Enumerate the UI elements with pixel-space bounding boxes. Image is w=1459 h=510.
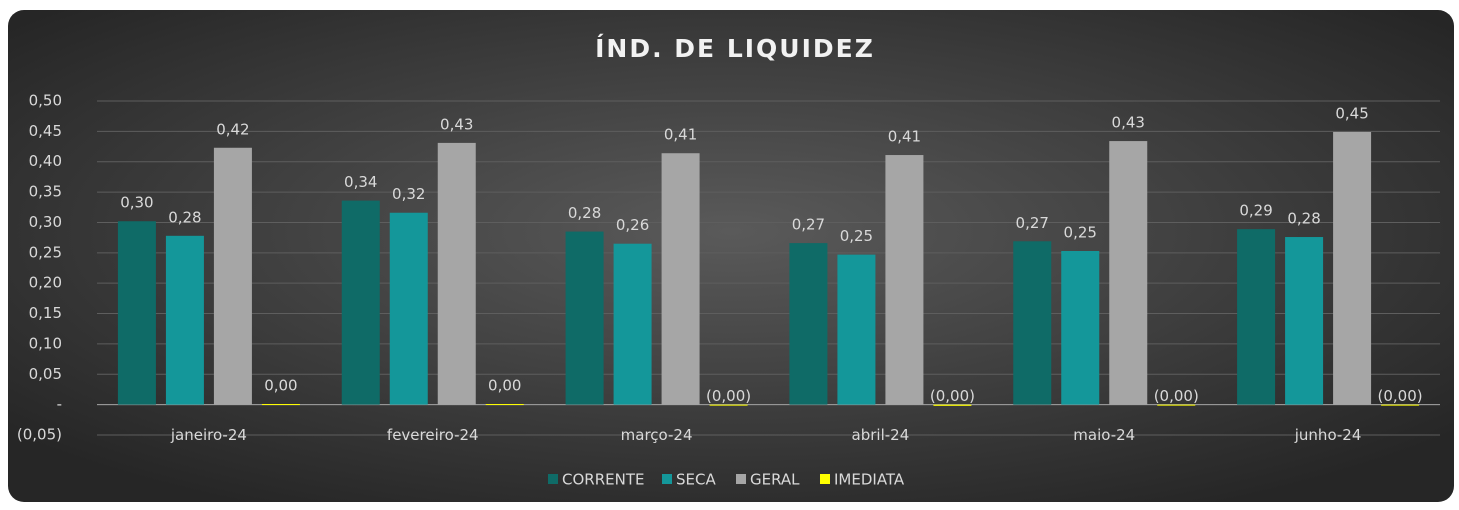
x-tick-label: março-24 xyxy=(621,426,693,444)
bar xyxy=(165,235,204,405)
y-tick-label: 0,20 xyxy=(29,274,62,292)
data-label: 0,00 xyxy=(488,377,521,395)
bar xyxy=(1013,241,1052,405)
y-tick-label: 0,05 xyxy=(29,365,62,383)
y-tick-label: 0,15 xyxy=(29,304,62,322)
data-label: 0,30 xyxy=(120,194,153,212)
bar xyxy=(837,254,876,405)
legend-label: IMEDIATA xyxy=(834,471,905,489)
bar xyxy=(1109,141,1148,405)
legend-swatch xyxy=(548,474,558,484)
data-label: 0,43 xyxy=(1112,114,1145,132)
data-label: 0,26 xyxy=(616,216,649,234)
data-label: 0,32 xyxy=(392,185,425,203)
data-label: 0,45 xyxy=(1335,104,1368,122)
y-tick-label: 0,10 xyxy=(29,334,62,352)
bar xyxy=(661,153,700,405)
bar xyxy=(213,147,252,405)
data-label: 0,25 xyxy=(840,227,873,245)
x-tick-label: maio-24 xyxy=(1073,426,1135,444)
bar xyxy=(933,404,972,406)
bar xyxy=(1237,229,1276,405)
bar xyxy=(885,155,924,405)
y-tick-label: 0,40 xyxy=(29,152,62,170)
legend-label: GERAL xyxy=(750,471,800,489)
x-tick-label: junho-24 xyxy=(1294,426,1362,444)
bar xyxy=(1157,404,1196,406)
x-tick-label: janeiro-24 xyxy=(170,426,247,444)
y-tick-label: 0,30 xyxy=(29,213,62,231)
legend-swatch xyxy=(736,474,746,484)
bar xyxy=(789,243,828,405)
data-label: 0,27 xyxy=(1016,214,1049,232)
data-label: 0,41 xyxy=(888,128,921,146)
bar xyxy=(709,404,748,406)
data-label: (0,00) xyxy=(1154,387,1199,405)
bar xyxy=(1061,250,1100,405)
y-tick-label: 0,25 xyxy=(29,243,62,261)
data-label: 0,28 xyxy=(168,208,201,226)
legend-label: CORRENTE xyxy=(562,471,644,489)
bar xyxy=(341,200,380,405)
bar xyxy=(1333,131,1372,405)
data-label: 0,43 xyxy=(440,115,473,133)
bar xyxy=(117,221,156,405)
legend-label: SECA xyxy=(676,471,716,489)
bar xyxy=(1285,237,1324,405)
data-label: (0,00) xyxy=(706,387,751,405)
data-label: 0,42 xyxy=(216,120,249,138)
data-label: (0,00) xyxy=(930,387,975,405)
data-label: 0,25 xyxy=(1064,223,1097,241)
y-tick-label: 0,45 xyxy=(29,122,62,140)
data-label: 0,27 xyxy=(792,216,825,234)
bar xyxy=(437,142,476,405)
x-tick-label: fevereiro-24 xyxy=(387,426,479,444)
data-label: 0,29 xyxy=(1239,202,1272,220)
y-tick-label: 0,35 xyxy=(29,183,62,201)
bar xyxy=(565,231,604,405)
data-label: (0,00) xyxy=(1378,387,1423,405)
bar xyxy=(1381,404,1420,406)
data-label: 0,34 xyxy=(344,173,377,191)
data-label: 0,00 xyxy=(264,377,297,395)
legend-swatch xyxy=(662,474,672,484)
data-label: 0,41 xyxy=(664,126,697,144)
legend-swatch xyxy=(820,474,830,484)
y-tick-label: - xyxy=(57,395,62,413)
bar xyxy=(389,212,428,405)
data-label: 0,28 xyxy=(568,204,601,222)
x-tick-label: abril-24 xyxy=(852,426,910,444)
chart-title: ÍND. DE LIQUIDEZ xyxy=(595,34,875,63)
bar xyxy=(613,243,652,405)
data-label: 0,28 xyxy=(1287,210,1320,228)
y-tick-label: 0,50 xyxy=(29,92,62,110)
y-tick-label: (0,05) xyxy=(17,426,62,444)
bar xyxy=(261,404,300,406)
bar xyxy=(485,404,524,406)
